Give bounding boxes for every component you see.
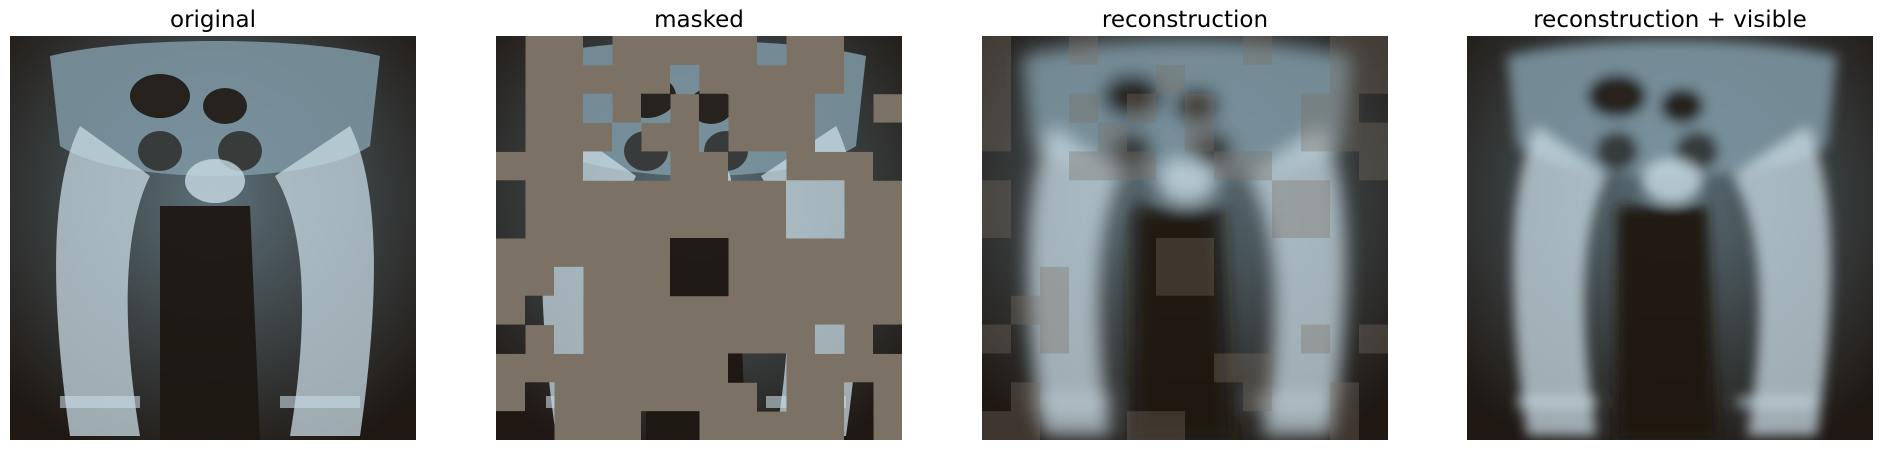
panel-title-masked: masked	[654, 7, 744, 33]
panel-masked: masked	[496, 0, 902, 450]
panel-title-original: original	[170, 7, 256, 33]
panel-original: original	[10, 0, 416, 450]
panel-reconstruction: reconstruction	[982, 0, 1388, 450]
xray-reconstruction-image	[982, 36, 1388, 440]
panel-title-reconstruction-visible: reconstruction + visible	[1533, 7, 1807, 33]
xray-reconstruction-visible-image	[1467, 36, 1873, 440]
xray-original-image	[10, 36, 416, 440]
panel-title-reconstruction: reconstruction	[1101, 7, 1269, 33]
xray-masked-image	[496, 36, 902, 440]
panel-reconstruction-visible: reconstruction + visible	[1467, 0, 1873, 450]
